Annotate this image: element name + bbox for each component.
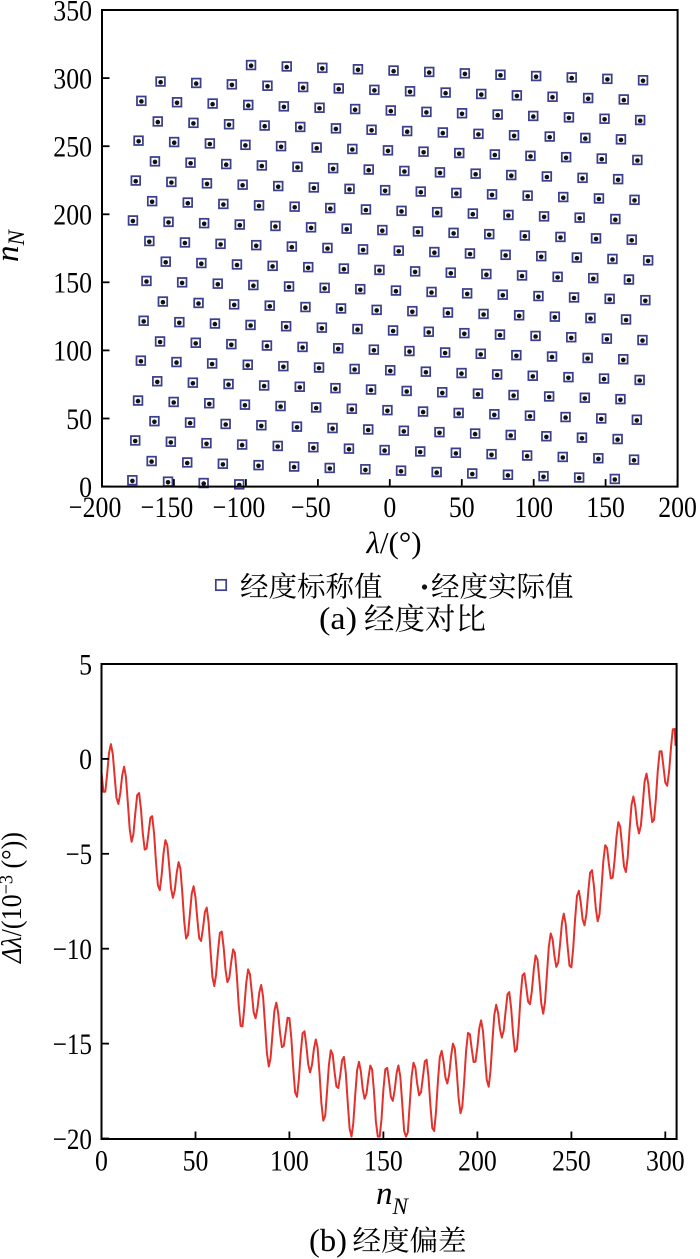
svg-text:0: 0 [79, 743, 92, 776]
svg-text:350: 350 [53, 0, 92, 27]
svg-text:100: 100 [53, 335, 92, 368]
svg-text:200: 200 [458, 1145, 497, 1178]
svg-text:250: 250 [53, 131, 92, 164]
svg-text:300: 300 [646, 1145, 685, 1178]
svg-text:−: − [291, 491, 305, 524]
svg-text:0: 0 [383, 491, 396, 524]
svg-text:−15: −15 [53, 1028, 92, 1061]
svg-text:Δλ/(10−3 (°)): Δλ/(10−3 (°)) [0, 832, 28, 964]
svg-text:−: − [69, 491, 83, 524]
svg-text:200: 200 [53, 199, 92, 232]
svg-text:150: 150 [53, 267, 92, 300]
svg-text:200: 200 [658, 491, 697, 524]
svg-text:200: 200 [83, 491, 122, 524]
svg-text:100: 100 [514, 491, 553, 524]
svg-text:−5: −5 [66, 838, 92, 871]
svg-text:150: 150 [155, 491, 194, 524]
svg-text:0: 0 [79, 471, 92, 504]
svg-text:150: 150 [364, 1145, 403, 1178]
svg-text:100: 100 [227, 491, 266, 524]
svg-text:300: 300 [53, 62, 92, 95]
svg-text:−10: −10 [53, 933, 92, 966]
svg-text:(a): (a) [319, 600, 357, 636]
svg-text:50: 50 [305, 491, 331, 524]
svg-text:100: 100 [270, 1145, 309, 1178]
svg-text:50: 50 [66, 403, 92, 436]
svg-text:λ/(°): λ/(°) [365, 525, 421, 560]
svg-text:5: 5 [79, 648, 92, 681]
svg-text:150: 150 [586, 491, 625, 524]
svg-text:250: 250 [552, 1145, 591, 1178]
svg-text:−20: −20 [53, 1123, 92, 1156]
svg-text:−: − [213, 491, 227, 524]
svg-text:nN: nN [0, 229, 29, 263]
svg-text:0: 0 [95, 1145, 108, 1178]
svg-text:−: − [141, 491, 155, 524]
svg-text:(b): (b) [309, 1222, 347, 1258]
svg-text:50: 50 [449, 491, 475, 524]
svg-text:50: 50 [183, 1145, 209, 1178]
